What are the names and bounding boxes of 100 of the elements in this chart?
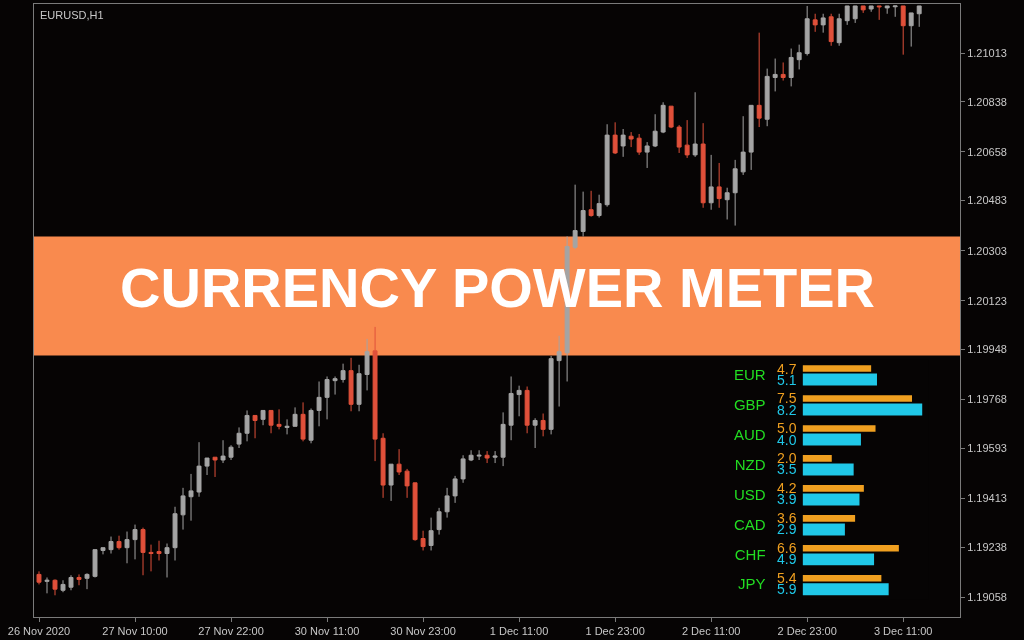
candlestick: [852, 5, 858, 24]
candlestick: [420, 530, 426, 551]
candlestick: [524, 386, 530, 434]
bar: [802, 515, 856, 522]
y-tick-label: 1.20483: [967, 194, 1007, 207]
candlestick: [244, 409, 250, 442]
data-label: 5.4: [777, 570, 797, 586]
candlestick: [652, 113, 658, 148]
y-tick-label: 1.19948: [967, 343, 1007, 356]
candlestick: [500, 411, 506, 467]
candlestick: [660, 101, 666, 134]
candlestick: [36, 570, 42, 585]
candlestick: [604, 123, 610, 208]
candlestick: [788, 48, 794, 87]
candlestick: [756, 32, 762, 128]
y-tick-label: 1.19058: [967, 591, 1007, 604]
bar: [802, 403, 923, 416]
bar: [802, 523, 845, 536]
bar: [802, 433, 861, 446]
candlestick: [868, 5, 874, 13]
y-tick-label: EUR: [733, 365, 766, 383]
candlestick: [588, 190, 594, 218]
y-tick-label: CAD: [733, 515, 766, 533]
candlestick: [668, 105, 674, 129]
y-tick-label: 1.19593: [967, 442, 1007, 455]
candlestick: [44, 576, 50, 594]
x-tick-label: 27 Nov 10:00: [102, 625, 168, 638]
candlestick: [108, 536, 114, 555]
candlestick: [628, 131, 634, 148]
candlestick: [748, 104, 754, 171]
candlestick: [380, 432, 386, 499]
candlestick: [804, 5, 810, 56]
candlestick: [548, 355, 554, 435]
candlestick: [276, 408, 282, 430]
candlestick: [596, 194, 602, 219]
candlestick: [68, 574, 74, 591]
x-tick-label: 2 Dec 23:00: [777, 625, 837, 638]
data-label: 6.6: [777, 540, 797, 556]
candlestick: [556, 335, 562, 408]
candlestick: [444, 487, 450, 519]
x-tick-label: 2 Dec 11:00: [681, 625, 741, 638]
y-tick-label: GBP: [733, 395, 766, 413]
candlestick: [580, 191, 586, 237]
data-label: 2.0: [777, 450, 797, 466]
candlestick: [148, 544, 154, 572]
bar: [802, 425, 876, 432]
candlestick: [308, 407, 314, 444]
candlestick: [540, 413, 546, 437]
candlestick: [388, 463, 394, 502]
candlestick: [372, 326, 378, 462]
data-label: 4.7: [777, 361, 797, 377]
candlestick: [780, 61, 786, 82]
candlestick: [228, 444, 234, 461]
candlestick: [60, 579, 66, 593]
candlestick: [812, 13, 818, 33]
bar: [802, 544, 899, 552]
candlestick: [196, 441, 202, 498]
candlestick: [620, 128, 626, 158]
candlestick: [268, 409, 274, 434]
bar: [802, 553, 875, 566]
candlestick: [252, 414, 258, 439]
candlestick: [492, 450, 498, 464]
chart-subtitle: EURUSD,H1: [40, 9, 104, 21]
candlestick: [436, 507, 442, 536]
candlestick: [164, 543, 170, 578]
candlestick: [572, 184, 578, 250]
candlestick: [324, 375, 330, 420]
candlestick: [460, 454, 466, 484]
candlestick: [140, 527, 146, 576]
candlestick: [916, 5, 922, 28]
candlestick: [644, 141, 650, 169]
candlestick: [740, 115, 746, 176]
y-tick-label: 1.20838: [967, 95, 1007, 108]
bar: [802, 463, 854, 476]
candlestick: [116, 535, 122, 551]
bar: [802, 574, 882, 582]
candlestick: [468, 449, 474, 462]
candlestick: [204, 457, 210, 476]
bar: [802, 455, 832, 462]
candlestick: [708, 154, 714, 211]
candlestick: [772, 58, 778, 92]
data-label: 3.6: [777, 510, 797, 526]
candlestick: [612, 121, 618, 155]
text: CURRENCY POWER METER: [120, 256, 876, 319]
y-tick-label: CHF: [734, 545, 766, 563]
candlestick: [332, 375, 338, 396]
candlestick: [908, 12, 914, 48]
candlestick: [836, 13, 842, 47]
bar: [802, 485, 864, 492]
candlestick: [876, 5, 882, 21]
y-tick-label: 1.19238: [967, 540, 1007, 553]
bar: [802, 365, 872, 372]
y-tick-label: USD: [733, 485, 766, 503]
x-tick-label: 1 Dec 11:00: [489, 625, 549, 638]
candlestick: [412, 482, 418, 542]
candlestick: [700, 122, 706, 209]
x-tick-label: 3 Dec 11:00: [873, 625, 933, 638]
y-tick-label: 1.19768: [967, 393, 1007, 406]
candlestick: [132, 524, 138, 560]
candlestick: [884, 5, 890, 15]
